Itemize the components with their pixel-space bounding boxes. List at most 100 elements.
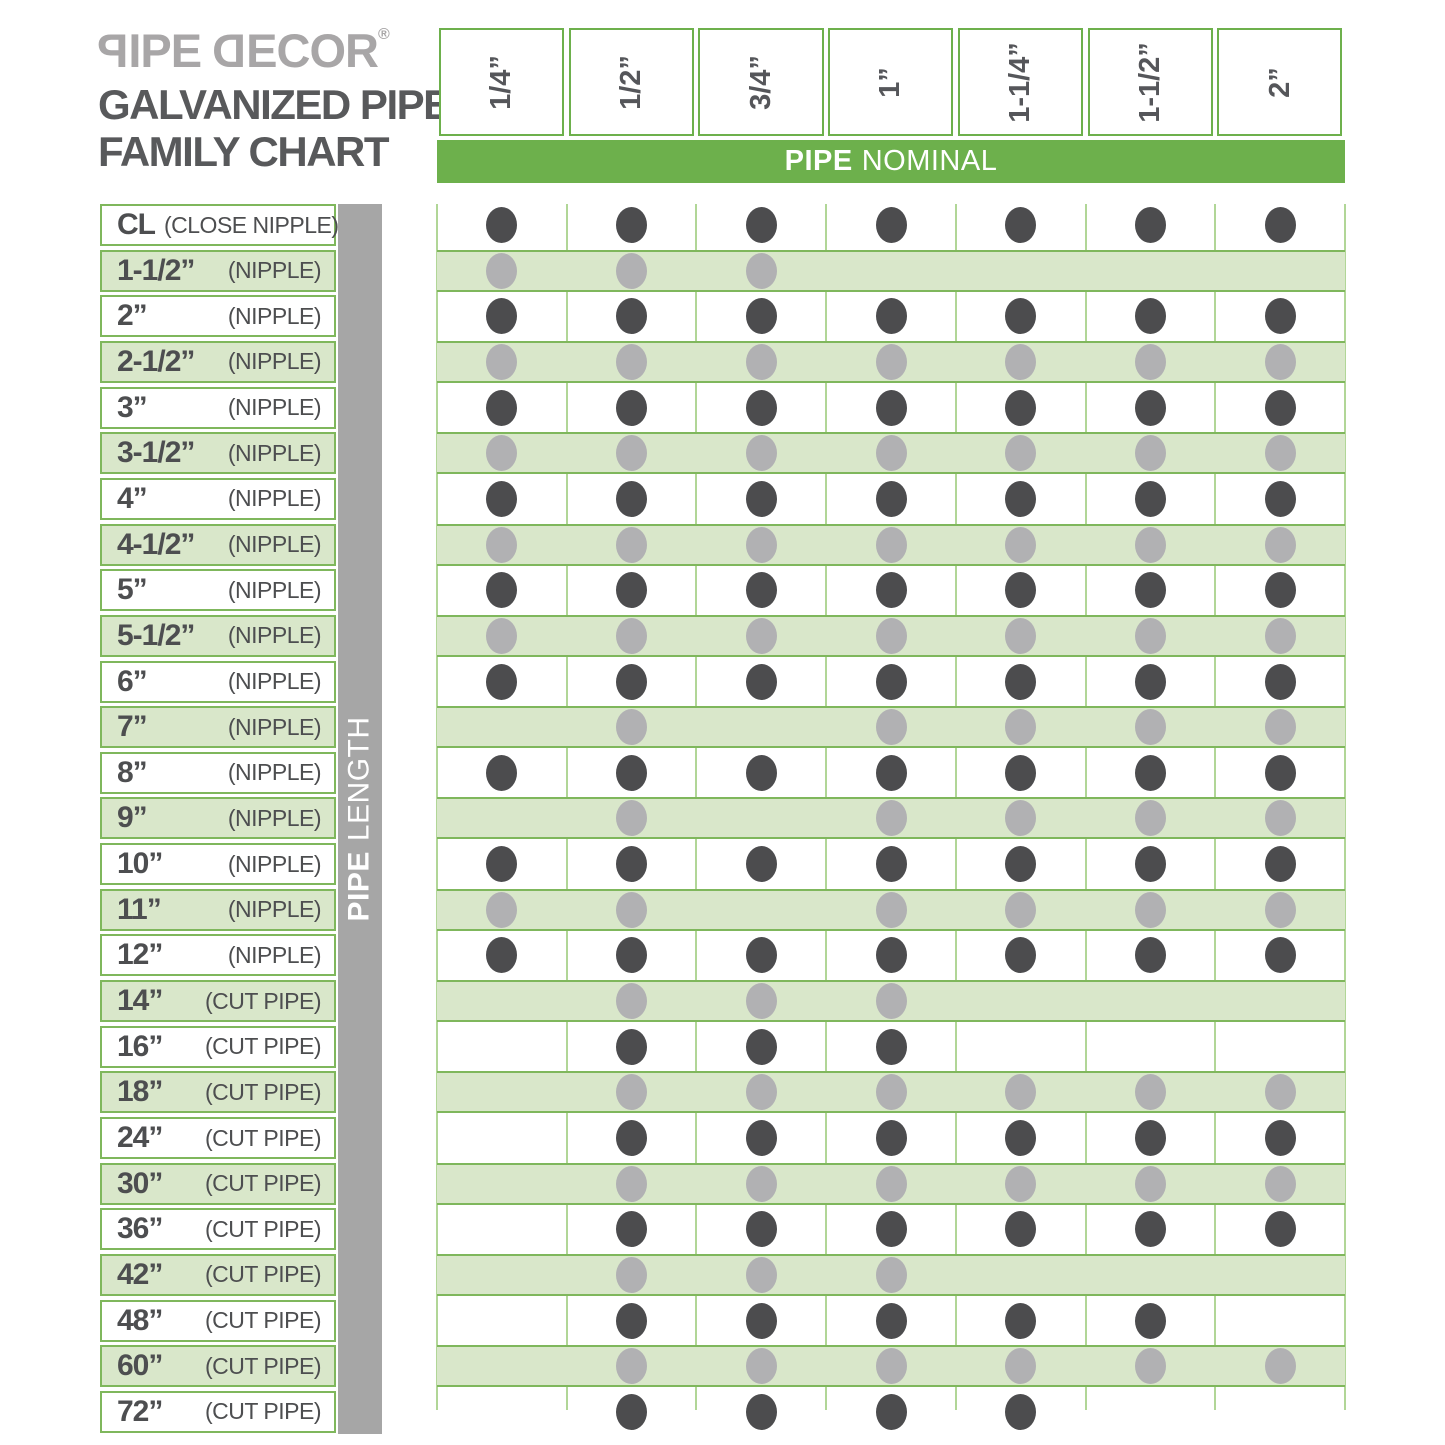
row-label: 11” (NIPPLE) xyxy=(100,888,336,931)
availability-dot xyxy=(875,298,907,335)
row-kind-label: (NIPPLE) xyxy=(227,941,322,968)
availability-dot xyxy=(486,891,518,928)
availability-dot xyxy=(616,1028,648,1065)
pipe-length-band: PIPE LENGTH xyxy=(338,204,382,1434)
availability-dot xyxy=(745,1348,777,1385)
availability-dot xyxy=(1264,663,1296,700)
availability-dot xyxy=(1005,1393,1037,1430)
row-size-label: 36” xyxy=(117,1212,163,1246)
availability-dot xyxy=(875,937,907,974)
column-header-label: 1-1/2” xyxy=(1133,41,1166,123)
row-size-label: 7” xyxy=(117,710,148,744)
availability-dot xyxy=(1005,754,1037,791)
availability-dot xyxy=(486,754,518,791)
row-kind-label: (NIPPLE) xyxy=(227,531,322,558)
availability-dot xyxy=(486,480,518,517)
availability-dot xyxy=(1134,891,1166,928)
row-kind-label: (NIPPLE) xyxy=(227,576,322,603)
availability-dot xyxy=(1134,389,1166,426)
row-kind-label: (CUT PIPE) xyxy=(205,1307,321,1334)
availability-dot xyxy=(1005,1120,1037,1156)
availability-dot xyxy=(1134,526,1166,563)
row-label: 30” (CUT PIPE) xyxy=(100,1162,336,1205)
pipe-length-regular: LENGTH xyxy=(343,716,376,842)
column-header-1: 1/4” xyxy=(439,28,565,136)
column-header-4: 1” xyxy=(828,28,954,136)
availability-dot xyxy=(1005,298,1037,335)
availability-dot xyxy=(1005,1165,1037,1202)
column-header-7: 2” xyxy=(1217,28,1343,136)
availability-dot xyxy=(875,983,907,1020)
availability-dot xyxy=(745,252,777,289)
availability-dot xyxy=(1264,891,1296,928)
column-header-label: 1-1/4” xyxy=(1003,41,1036,123)
availability-dot xyxy=(1134,207,1166,243)
pipe-nominal-band: PIPE NOMINAL xyxy=(437,140,1345,183)
availability-dot xyxy=(1264,800,1296,837)
row-size-label: 3” xyxy=(117,390,148,424)
availability-dot xyxy=(745,983,777,1020)
availability-dot xyxy=(1264,754,1296,791)
availability-dot xyxy=(616,800,648,837)
availability-dot xyxy=(875,389,907,426)
availability-dot xyxy=(616,1348,648,1385)
column-header-2: 1/2” xyxy=(568,28,694,136)
availability-dot xyxy=(875,891,907,928)
availability-dot xyxy=(1005,1074,1037,1111)
row-size-label: 24” xyxy=(117,1121,163,1154)
availability-dot xyxy=(1264,1074,1296,1111)
row-kind-label: (NIPPLE) xyxy=(227,713,322,740)
column-header-label: 2” xyxy=(1263,66,1296,98)
row-size-label: 16” xyxy=(117,1029,163,1063)
availability-dot xyxy=(1264,846,1296,883)
column-header-3: 3/4” xyxy=(698,28,824,136)
availability-dot xyxy=(1264,435,1296,472)
availability-dot xyxy=(745,1256,777,1293)
availability-dot xyxy=(1005,572,1037,609)
logo-block: PIPE DECOR® GALVANIZED PIPE FAMILY CHART xyxy=(98,10,451,175)
row-label: 12” (NIPPLE) xyxy=(100,934,336,977)
row-label: 10” (NIPPLE) xyxy=(100,843,336,886)
row-kind-label: (CUT PIPE) xyxy=(205,1078,321,1105)
availability-dot xyxy=(1005,435,1037,472)
availability-dot xyxy=(616,343,648,380)
availability-dot xyxy=(616,526,648,563)
row-size-label: 9” xyxy=(117,801,148,835)
row-kind-label: (NIPPLE) xyxy=(227,804,322,831)
column-header-6: 1-1/2” xyxy=(1087,28,1213,136)
row-size-label: 48” xyxy=(117,1303,163,1337)
column-header-label: 1/4” xyxy=(485,54,518,110)
availability-dot xyxy=(1005,1211,1037,1248)
row-label: 4” (NIPPLE) xyxy=(100,477,336,520)
availability-dot xyxy=(745,572,777,609)
row-kind-label: (CUT PIPE) xyxy=(205,1215,321,1242)
availability-dot xyxy=(616,1393,648,1430)
availability-dot xyxy=(1005,617,1037,654)
availability-dot xyxy=(1134,617,1166,654)
availability-dot xyxy=(745,754,777,791)
row-size-label: 4-1/2” xyxy=(117,527,195,561)
availability-dot xyxy=(486,343,518,380)
row-size-label: 5” xyxy=(117,573,148,607)
row-kind-label: (NIPPLE) xyxy=(227,348,322,375)
row-label: 60” (CUT PIPE) xyxy=(100,1345,336,1388)
availability-dot xyxy=(616,983,648,1020)
availability-dot xyxy=(486,298,518,335)
availability-dot xyxy=(745,1211,777,1248)
availability-dot xyxy=(745,480,777,517)
availability-dot xyxy=(875,1120,907,1156)
availability-dot xyxy=(875,754,907,791)
availability-dot xyxy=(616,846,648,883)
row-kind-label: (NIPPLE) xyxy=(227,668,322,694)
row-size-label: 14” xyxy=(117,984,163,1018)
row-label: 9” (NIPPLE) xyxy=(100,797,336,840)
availability-dot xyxy=(745,1120,777,1156)
availability-dot xyxy=(1134,480,1166,517)
availability-dot xyxy=(1134,343,1166,380)
availability-dot xyxy=(1005,207,1037,243)
availability-dot xyxy=(1134,1120,1166,1156)
availability-dot xyxy=(616,207,648,243)
availability-dot xyxy=(875,663,907,700)
row-label: 5-1/2” (NIPPLE) xyxy=(100,614,336,657)
availability-dot xyxy=(875,572,907,609)
